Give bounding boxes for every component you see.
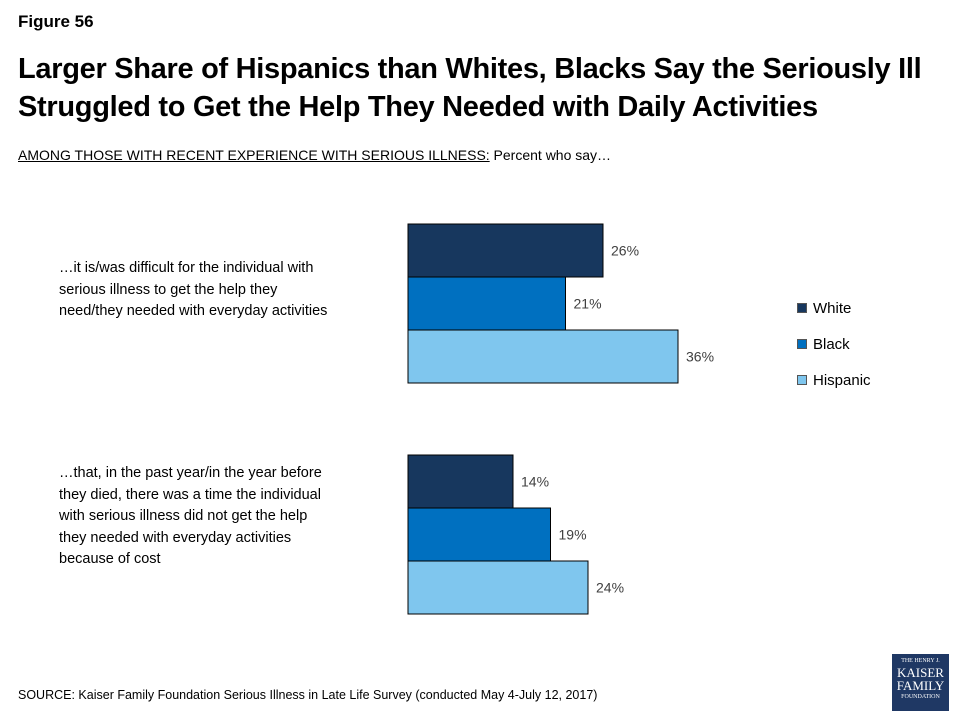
logo-line-4: FOUNDATION — [901, 694, 940, 700]
data-label-hispanic-q2: 24% — [596, 580, 624, 596]
legend: White Black Hispanic — [797, 290, 871, 398]
logo-line-2: KAISER — [897, 665, 944, 680]
data-label-black-q1: 21% — [574, 296, 602, 312]
data-label-white-q1: 26% — [611, 243, 639, 259]
category-label-2: …that, in the past year/in the year befo… — [59, 465, 322, 567]
legend-item-black: Black — [797, 326, 871, 362]
legend-swatch-hispanic — [797, 375, 807, 385]
figure-label: Figure 56 — [18, 12, 94, 31]
legend-item-hispanic: Hispanic — [797, 362, 871, 398]
bar-white-q2 — [407, 454, 514, 509]
category-label-1: …it is/was difficult for the individual … — [59, 260, 328, 319]
subtitle-underlined: AMONG THOSE WITH RECENT EXPERIENCE WITH … — [18, 147, 490, 163]
legend-label-white: White — [813, 299, 852, 317]
data-label-black-q2: 19% — [559, 527, 587, 543]
chart-subtitle: AMONG THOSE WITH RECENT EXPERIENCE WITH … — [18, 147, 611, 163]
bar-hispanic-q1 — [407, 329, 679, 384]
source-note: SOURCE: Kaiser Family Foundation Serious… — [18, 688, 598, 702]
legend-swatch-white — [797, 303, 807, 313]
data-label-hispanic-q1: 36% — [686, 349, 714, 365]
bar-hispanic-q2 — [407, 560, 589, 615]
bar-black-q1 — [407, 276, 566, 331]
logo-line-3: FAMILY — [896, 678, 945, 693]
kff-logo: THE HENRY J. KAISER FAMILY FOUNDATION — [892, 654, 949, 711]
legend-label-black: Black — [813, 335, 850, 353]
legend-swatch-black — [797, 339, 807, 349]
data-label-white-q2: 14% — [521, 474, 549, 490]
bar-white-q1 — [407, 223, 604, 278]
logo-line-1: THE HENRY J. — [901, 658, 940, 664]
bar-black-q2 — [407, 507, 551, 562]
chart-title: Larger Share of Hispanics than Whites, B… — [18, 53, 922, 123]
subtitle-rest: Percent who say… — [489, 147, 612, 163]
legend-label-hispanic: Hispanic — [813, 371, 871, 389]
legend-item-white: White — [797, 290, 871, 326]
